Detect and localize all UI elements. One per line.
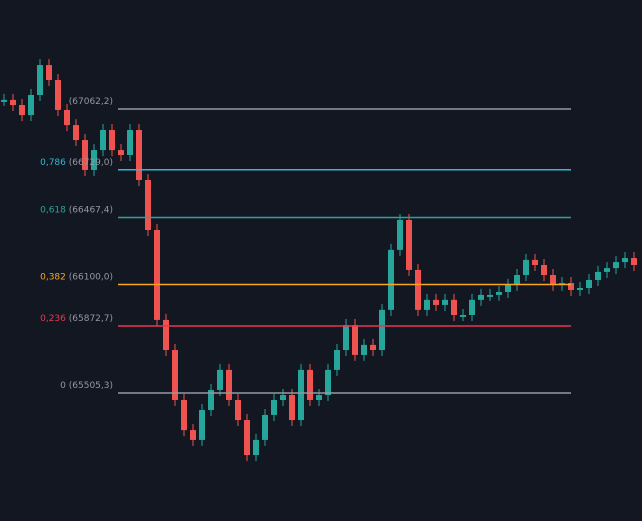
fib-level-label: 0,618 (66467,4) — [40, 205, 113, 215]
candle — [226, 369, 232, 400]
candle — [631, 258, 637, 266]
candle — [325, 369, 331, 396]
candle — [514, 275, 520, 285]
candle — [136, 130, 142, 180]
candle — [406, 219, 412, 270]
candle — [550, 275, 556, 285]
candle — [424, 299, 430, 310]
candle — [352, 325, 358, 355]
candle — [361, 344, 367, 355]
candle — [523, 259, 529, 276]
candle — [496, 291, 502, 295]
candle — [586, 279, 592, 288]
fib-price: (66729,0) — [69, 157, 113, 167]
candle — [568, 283, 574, 290]
candle — [181, 399, 187, 431]
candle — [154, 229, 160, 320]
candle — [100, 130, 106, 151]
candle — [208, 389, 214, 411]
candle — [127, 130, 133, 156]
candle — [19, 105, 25, 116]
candle — [622, 258, 628, 263]
candle — [172, 350, 178, 400]
candle — [64, 109, 70, 126]
candle — [163, 319, 169, 351]
candle — [442, 299, 448, 305]
candle — [613, 262, 619, 269]
candle — [370, 344, 376, 351]
candle — [307, 369, 313, 400]
candle — [91, 150, 97, 170]
candle — [118, 150, 124, 156]
candle — [577, 287, 583, 290]
fib-ratio: 0,236 — [40, 313, 66, 323]
fib-level-label: 0,236 (65872,7) — [40, 313, 113, 323]
candle — [532, 259, 538, 266]
candle — [478, 294, 484, 300]
fib-price: (65505,3) — [69, 381, 113, 391]
fib-level-label: 0,786 (66729,0) — [40, 157, 113, 167]
candle — [415, 269, 421, 310]
candle — [280, 395, 286, 400]
candle — [289, 395, 295, 421]
candle — [487, 294, 493, 297]
candle — [244, 420, 250, 456]
candle — [604, 268, 610, 272]
fib-price: (66100,0) — [69, 272, 113, 282]
candle — [298, 369, 304, 421]
fib-ratio: 0,382 — [40, 272, 66, 282]
candle — [433, 299, 439, 305]
candle — [271, 399, 277, 415]
candle — [82, 140, 88, 170]
fib-level-label: (67062,2) — [69, 97, 113, 107]
candle — [190, 430, 196, 440]
fib-ratio: 0,618 — [40, 205, 66, 215]
candle — [1, 99, 7, 102]
candle — [451, 299, 457, 315]
candle — [199, 410, 205, 440]
candle — [379, 309, 385, 351]
fib-level-label: 0 (65505,3) — [60, 381, 113, 391]
candle — [343, 325, 349, 351]
candle — [73, 125, 79, 141]
candle — [397, 219, 403, 250]
candle — [316, 395, 322, 400]
candle — [145, 179, 151, 230]
candle — [235, 399, 241, 421]
candle — [10, 99, 16, 106]
candle — [388, 249, 394, 310]
fib-level-label: 0,382 (66100,0) — [40, 272, 113, 282]
candle — [505, 284, 511, 292]
fib-price: (67062,2) — [69, 97, 113, 107]
candle — [217, 369, 223, 390]
candle — [262, 414, 268, 440]
candle — [37, 65, 43, 95]
candle — [469, 299, 475, 315]
fib-price: (65872,7) — [69, 313, 113, 323]
candle — [334, 350, 340, 370]
candle — [253, 439, 259, 456]
candle — [28, 94, 34, 116]
fib-ratio: 0 — [60, 381, 66, 391]
candle — [55, 80, 61, 110]
candle — [46, 65, 52, 81]
candle — [109, 130, 115, 151]
fib-ratio: 0,786 — [40, 157, 66, 167]
candle — [595, 271, 601, 280]
candle — [541, 265, 547, 276]
fib-price: (66467,4) — [69, 205, 113, 215]
candle — [460, 314, 466, 317]
